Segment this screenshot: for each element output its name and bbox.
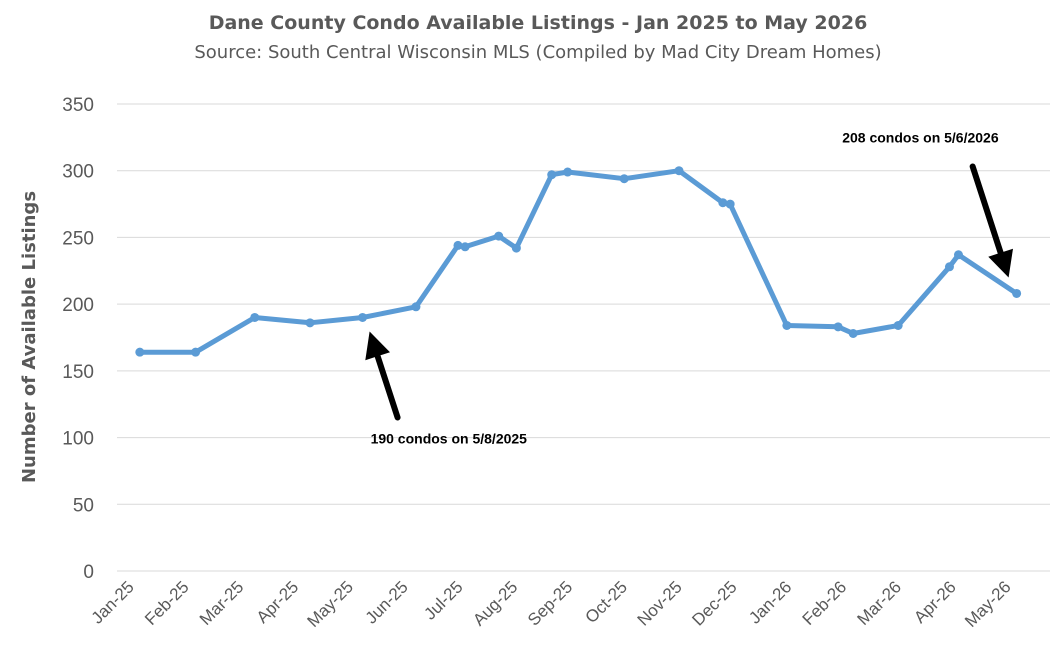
- x-tick-label: Jan-26: [745, 577, 795, 627]
- x-tick-label: Aug-25: [469, 577, 521, 629]
- x-tick-label: Jan-25: [88, 577, 138, 627]
- x-tick-label: Apr-26: [910, 577, 960, 627]
- y-tick-label: 100: [62, 429, 94, 450]
- data-point: [358, 312, 368, 322]
- chart-subtitle: Source: South Central Wisconsin MLS (Com…: [194, 42, 881, 63]
- y-tick-label: 250: [62, 228, 94, 249]
- x-axis-ticks: Jan-25 Feb-25 Mar-25 Apr-25 May-25 Jun-25 Jul-…: [88, 577, 1015, 631]
- arrow-shaft: [969, 163, 1004, 256]
- x-tick-label: Feb-26: [799, 577, 851, 629]
- x-tick-label: Oct-25: [582, 577, 632, 627]
- y-tick-label: 300: [62, 162, 94, 183]
- y-axis-label: Number of Available Listings: [19, 191, 40, 483]
- data-point: [782, 320, 792, 330]
- arrow-head: [988, 248, 1013, 278]
- x-tick-label: May-26: [961, 577, 1015, 631]
- data-point: [135, 347, 145, 357]
- y-tick-label: 50: [73, 495, 94, 516]
- arrow-shaft: [374, 353, 401, 421]
- data-point: [460, 242, 470, 252]
- series-area: [135, 166, 1022, 357]
- data-point: [547, 170, 557, 180]
- data-point: [250, 312, 260, 322]
- y-tick-label: 350: [62, 95, 94, 116]
- data-point: [725, 199, 735, 209]
- annotation-1-label: 190 condos on 5/8/2025: [371, 430, 528, 446]
- data-point: [953, 250, 963, 260]
- x-tick-label: Nov-25: [634, 577, 686, 629]
- data-point: [305, 318, 315, 328]
- x-tick-label: Mar-25: [196, 577, 248, 629]
- data-point: [1012, 288, 1022, 298]
- arrow-head: [365, 331, 390, 361]
- data-point: [191, 347, 201, 357]
- data-point: [411, 302, 421, 312]
- x-tick-label: Jul-25: [420, 577, 466, 623]
- x-tick-label: Jun-25: [362, 577, 412, 627]
- x-tick-label: Apr-25: [253, 577, 303, 627]
- x-tick-label: Mar-26: [854, 577, 906, 629]
- x-tick-label: Feb-25: [141, 577, 193, 629]
- x-tick-label: May-25: [304, 577, 358, 631]
- data-point: [494, 231, 504, 241]
- data-point: [848, 328, 858, 338]
- data-point: [944, 262, 954, 272]
- data-point: [833, 322, 843, 332]
- data-point: [563, 167, 573, 177]
- data-point: [718, 198, 728, 208]
- arrow-2: [969, 163, 1013, 278]
- data-point: [674, 166, 684, 176]
- gridlines: [117, 103, 1050, 572]
- data-point: [453, 240, 463, 250]
- series-line: [137, 168, 1020, 355]
- y-tick-label: 0: [83, 562, 94, 583]
- y-tick-label: 150: [62, 362, 94, 383]
- annotations: 190 condos on 5/8/2025 208 condos on 5/6/…: [365, 129, 1013, 446]
- x-tick-label: Dec-25: [688, 577, 740, 629]
- x-tick-label: Sep-25: [524, 577, 576, 629]
- y-axis-ticks: 0 50 100 150 200 250 300 350: [62, 95, 94, 583]
- data-point: [511, 243, 521, 253]
- arrow-1: [365, 331, 401, 421]
- chart-title: Dane County Condo Available Listings - J…: [209, 12, 868, 34]
- annotation-2-label: 208 condos on 5/6/2026: [842, 129, 999, 145]
- y-tick-label: 200: [62, 295, 94, 316]
- data-point: [619, 174, 629, 184]
- data-point: [893, 320, 903, 330]
